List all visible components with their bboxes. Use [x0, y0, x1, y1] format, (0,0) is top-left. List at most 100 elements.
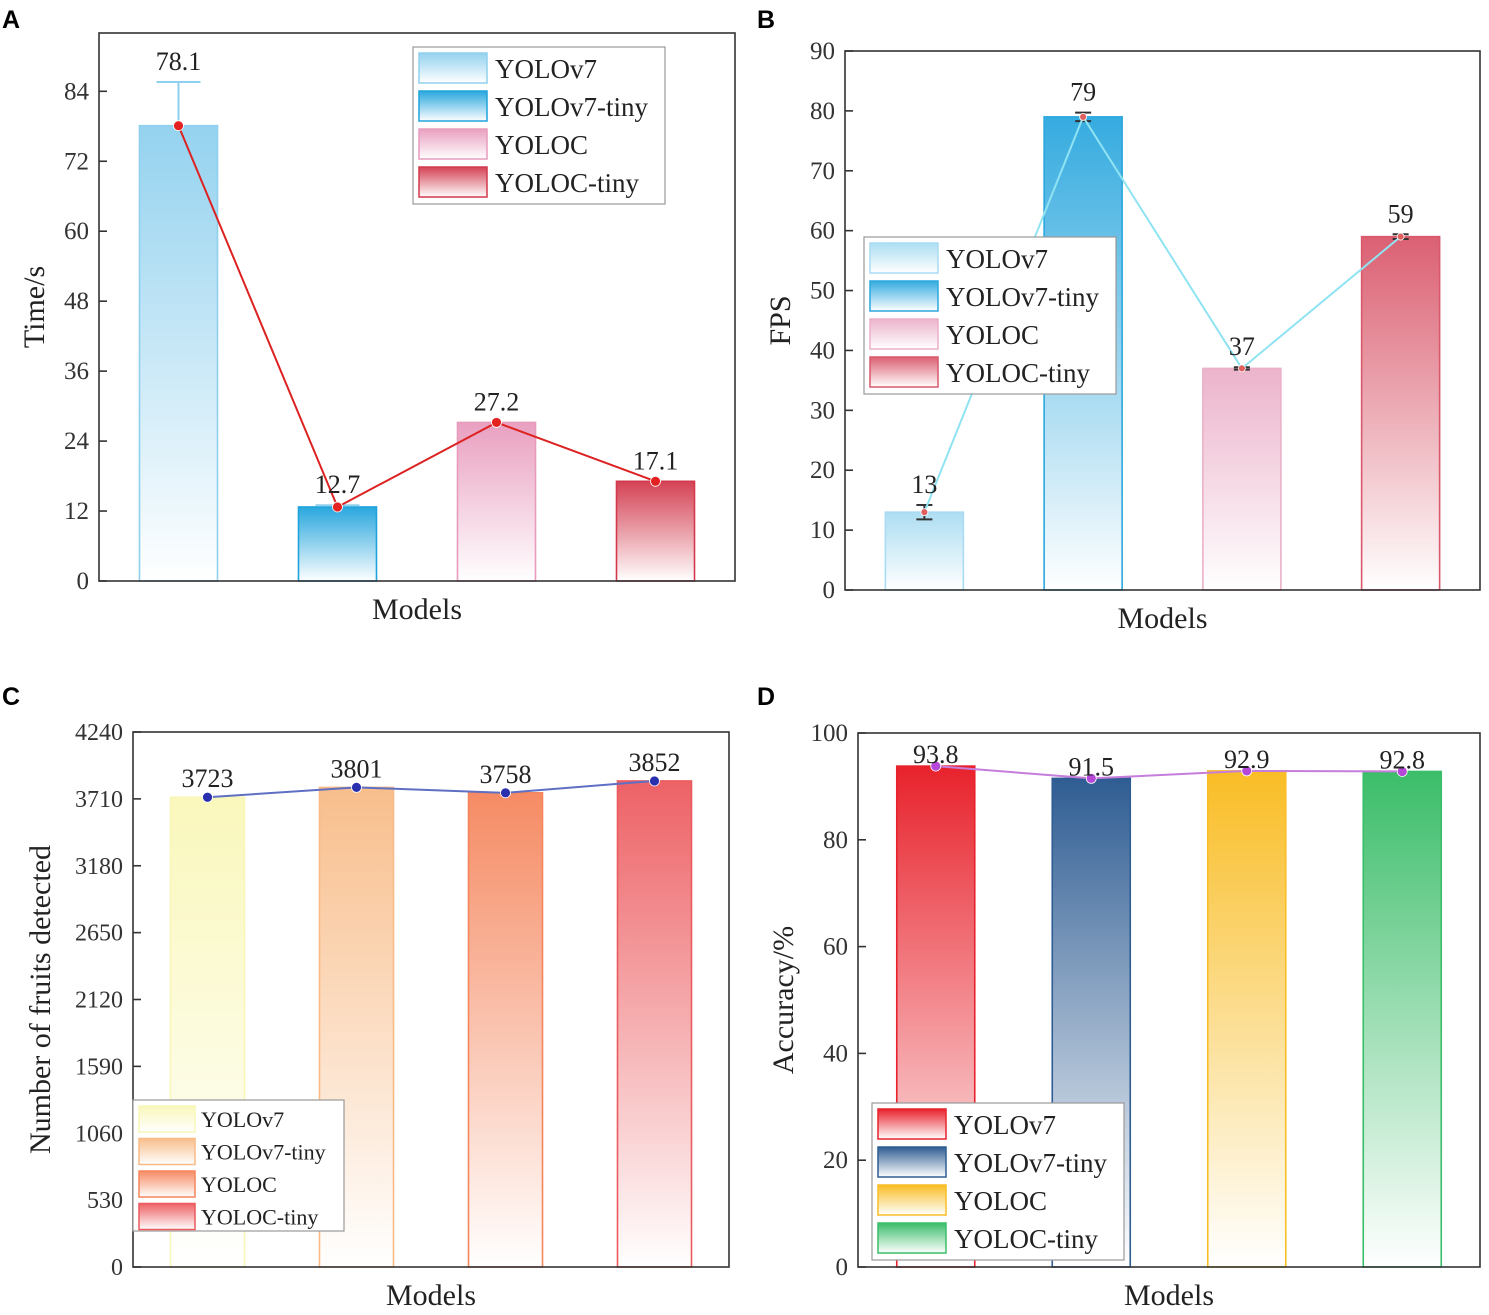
legend-label-c-yoloc-tiny: YOLOC-tiny: [201, 1205, 318, 1230]
plot-frame-b: [844, 50, 1481, 591]
y-tick-label-d-40: 40: [823, 1040, 848, 1067]
y-tick-label-a-12: 12: [64, 498, 89, 525]
marker-c-yolov7: [202, 791, 213, 803]
y-tick-label-c-4240: 4240: [75, 720, 123, 746]
legend-swatch-a-yoloc-tiny: [418, 166, 488, 198]
legend-swatch-b-yolov7-tiny: [869, 280, 939, 312]
legend-label-d-yoloc-tiny: YOLOC-tiny: [954, 1224, 1098, 1254]
data-label-d-yolov7-tiny: 91.5: [1069, 752, 1115, 781]
y-tick-label-d-0: 0: [836, 1254, 849, 1281]
legend-label-d-yolov7: YOLOv7: [954, 1110, 1056, 1140]
bar-c-yoloc-tiny: [616, 780, 693, 1268]
legend-label-b-yoloc: YOLOC: [946, 320, 1039, 350]
marker-a-yolov7-tiny: [332, 501, 343, 513]
legend-label-a-yoloc: YOLOC: [495, 130, 588, 160]
legend-swatch-a-yolov7: [418, 52, 488, 84]
marker-a-yoloc-tiny: [650, 475, 661, 487]
panel-letter-a: A: [2, 6, 20, 34]
marker-b-yolov7: [920, 508, 929, 517]
y-tick-label-c-2120: 2120: [75, 988, 123, 1014]
panel-a-time-chart: 0 12 24 36 48 60 72 84 78.1 12.7 27.2 17.1 Models Tim…: [18, 32, 736, 626]
x-axis-title-b: Models: [1118, 602, 1208, 635]
y-tick-label-c-530: 530: [87, 1188, 123, 1214]
legend-swatch-d-yoloc-tiny: [877, 1222, 947, 1254]
panel-letter-b: B: [757, 6, 775, 34]
y-tick-label-b-80: 80: [810, 98, 835, 125]
bar-d-yoloc-tiny: [1362, 770, 1443, 1268]
y-tick-label-c-1060: 1060: [75, 1121, 123, 1147]
data-label-c-yolov7: 3723: [182, 764, 234, 793]
panel-letter-c: C: [2, 683, 20, 711]
y-tick-label-c-2650: 2650: [75, 921, 123, 947]
data-label-c-yolov7-tiny: 3801: [331, 754, 383, 783]
legend-swatch-c-yoloc-tiny: [138, 1202, 196, 1231]
data-label-c-yoloc: 3758: [480, 760, 532, 789]
marker-d-yolov7: [930, 760, 942, 772]
legend-swatch-a-yolov7-tiny: [418, 90, 488, 122]
y-tick-label-c-3180: 3180: [75, 854, 123, 880]
legend-swatch-c-yolov7: [138, 1105, 196, 1133]
data-label-d-yoloc-tiny: 92.8: [1380, 745, 1426, 774]
data-label-d-yoloc: 92.9: [1224, 745, 1270, 774]
marker-d-yoloc-tiny: [1396, 766, 1408, 777]
legend-swatch-d-yoloc: [877, 1184, 947, 1216]
y-tick-label-d-80: 80: [823, 827, 848, 854]
data-label-b-yolov7-tiny: 79: [1070, 78, 1096, 107]
legend-label-a-yolov7-tiny: YOLOv7-tiny: [495, 92, 648, 122]
legend-label-b-yoloc-tiny: YOLOC-tiny: [946, 358, 1090, 388]
bar-b-yolov7: [884, 511, 965, 591]
data-label-b-yolov7: 13: [911, 470, 937, 499]
plot-frame-d: [857, 732, 1481, 1268]
x-axis-title-c: Models: [386, 1279, 476, 1312]
bar-c-yoloc: [467, 792, 544, 1268]
panel-c-fruits-detected-chart: 0 530 1060 1590 2120 2650 3180 3710 4240 3723 3801…: [24, 720, 730, 1312]
marker-b-yoloc: [1237, 364, 1246, 373]
y-tick-label-a-60: 60: [64, 218, 89, 245]
y-tick-label-a-48: 48: [64, 288, 89, 315]
data-label-c-yoloc-tiny: 3852: [629, 748, 681, 777]
legend-label-a-yoloc-tiny: YOLOC-tiny: [495, 168, 639, 198]
y-tick-label-a-72: 72: [64, 148, 89, 175]
bar-a-yoloc: [456, 421, 537, 582]
data-label-d-yolov7: 93.8: [913, 740, 959, 769]
y-tick-label-d-20: 20: [823, 1147, 848, 1174]
y-tick-label-b-60: 60: [810, 218, 835, 245]
panel-letter-d: D: [757, 683, 775, 711]
y-tick-label-b-10: 10: [810, 517, 835, 544]
marker-b-yoloc-tiny: [1396, 232, 1405, 241]
bar-a-yolov7: [138, 124, 219, 582]
bar-a-yoloc-tiny: [615, 480, 696, 582]
bar-d-yoloc: [1206, 770, 1287, 1268]
legend-label-c-yoloc: YOLOC: [201, 1172, 277, 1197]
y-tick-label-a-36: 36: [64, 358, 89, 385]
legend-swatch-c-yolov7-tiny: [138, 1137, 196, 1166]
y-axis-title-a: Time/s: [18, 266, 51, 348]
y-axis-title-d: Accuracy/%: [767, 926, 800, 1074]
legend-label-b-yolov7-tiny: YOLOv7-tiny: [946, 282, 1099, 312]
marker-a-yoloc: [491, 417, 502, 428]
y-tick-label-b-20: 20: [810, 457, 835, 484]
marker-c-yoloc: [500, 787, 511, 799]
y-tick-label-b-0: 0: [823, 577, 836, 604]
legend-label-d-yoloc: YOLOC: [954, 1186, 1047, 1216]
data-label-a-yolov7: 78.1: [156, 47, 202, 76]
legend-swatch-a-yoloc: [418, 128, 488, 160]
y-tick-label-a-84: 84: [64, 78, 90, 105]
marker-a-yolov7: [173, 120, 184, 132]
bar-b-yoloc-tiny: [1360, 235, 1441, 591]
legend-swatch-d-yolov7: [877, 1108, 947, 1140]
marker-d-yoloc: [1241, 765, 1253, 777]
bar-a-yolov7-tiny: [297, 506, 378, 582]
panel-b-fps-chart: 0 10 20 30 40 50 60 70 80 90 13 79 37 59 Models FPS YOLO…: [764, 38, 1481, 635]
x-axis-title-a: Models: [372, 593, 462, 626]
legend-label-a-yolov7: YOLOv7: [495, 54, 597, 84]
y-tick-label-a-24: 24: [64, 428, 90, 455]
y-tick-label-b-90: 90: [810, 38, 835, 65]
legend-swatch-c-yoloc: [138, 1170, 196, 1198]
legend-swatch-b-yolov7: [869, 242, 939, 274]
y-tick-label-c-3710: 3710: [75, 787, 123, 813]
panel-d-accuracy-chart: 0 20 40 60 80 100 93.8 91.5 92.9 92.8 Models Accura…: [767, 720, 1481, 1312]
marker-c-yoloc-tiny: [649, 775, 660, 787]
y-tick-label-d-60: 60: [823, 934, 848, 961]
